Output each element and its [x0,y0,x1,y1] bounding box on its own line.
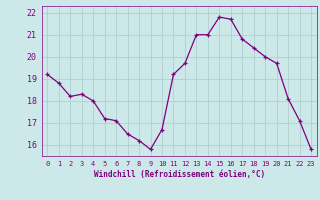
X-axis label: Windchill (Refroidissement éolien,°C): Windchill (Refroidissement éolien,°C) [94,170,265,179]
